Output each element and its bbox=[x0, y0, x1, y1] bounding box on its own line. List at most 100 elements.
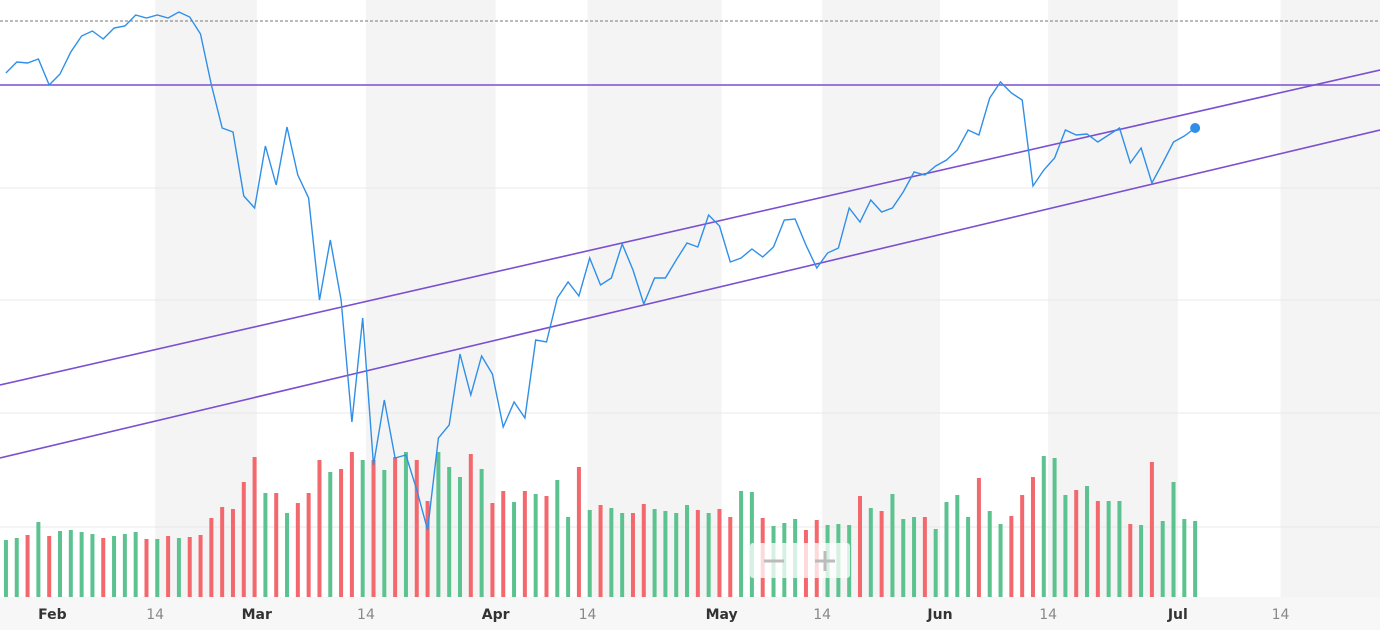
volume-bar bbox=[1052, 458, 1057, 597]
volume-bar bbox=[230, 509, 235, 597]
volume-bar bbox=[598, 505, 603, 597]
volume-bar bbox=[166, 536, 171, 597]
volume-bar bbox=[187, 537, 192, 597]
volume-bar bbox=[241, 482, 246, 597]
volume-bar bbox=[609, 508, 614, 597]
band bbox=[155, 0, 257, 597]
band bbox=[822, 0, 940, 597]
volume-bar bbox=[739, 491, 744, 597]
volume-bar bbox=[620, 513, 625, 597]
volume-bar bbox=[1009, 516, 1014, 597]
volume-bar bbox=[414, 460, 419, 597]
volume-bar bbox=[685, 505, 690, 597]
volume-bar bbox=[68, 530, 73, 597]
volume-bar bbox=[663, 511, 668, 597]
volume-bar bbox=[263, 493, 268, 597]
volume-bar bbox=[1182, 519, 1187, 597]
volume-bar bbox=[425, 501, 430, 597]
volume-bar bbox=[544, 496, 549, 597]
volume-bar bbox=[1139, 525, 1144, 597]
volume-bar bbox=[490, 503, 495, 597]
volume-bar bbox=[252, 457, 257, 597]
volume-bar bbox=[90, 534, 95, 597]
volume-bar bbox=[1160, 521, 1165, 597]
volume-bar bbox=[1041, 456, 1046, 597]
volume-bar bbox=[101, 538, 106, 597]
zoom-controls bbox=[750, 543, 850, 578]
volume-bar bbox=[468, 454, 473, 597]
volume-bar bbox=[912, 517, 917, 597]
volume-bar bbox=[176, 538, 181, 597]
trend-line bbox=[0, 129, 1380, 459]
x-tick-label: 14 bbox=[357, 607, 375, 623]
x-tick-label: Jul bbox=[1167, 607, 1188, 623]
last-point bbox=[1190, 123, 1201, 133]
volume-bar bbox=[728, 517, 733, 597]
volume-bar bbox=[512, 502, 517, 597]
x-tick-label: 14 bbox=[1272, 607, 1290, 623]
volume-bar bbox=[987, 511, 992, 597]
volume-bar bbox=[976, 478, 981, 597]
volume-bar bbox=[576, 467, 581, 597]
volume-bar bbox=[382, 470, 387, 597]
x-tick-label: Jun bbox=[926, 607, 952, 623]
volume-bar bbox=[360, 460, 365, 597]
volume-bar bbox=[209, 518, 214, 597]
volume-bar bbox=[1020, 495, 1025, 597]
volume-bar bbox=[14, 538, 19, 597]
volume-bar bbox=[674, 513, 679, 597]
trend-line bbox=[0, 69, 1380, 386]
volume-bar bbox=[1128, 524, 1133, 597]
volume-bar bbox=[868, 508, 873, 597]
volume-bar bbox=[1095, 501, 1100, 597]
volume-bar bbox=[890, 494, 895, 597]
volume-bar bbox=[198, 535, 203, 597]
x-tick-label: May bbox=[706, 607, 738, 623]
volume-bar bbox=[58, 531, 62, 597]
volume-bar bbox=[966, 517, 971, 597]
x-tick-label: 14 bbox=[813, 607, 831, 623]
x-tick-label: Mar bbox=[242, 607, 272, 623]
volume-bar bbox=[393, 457, 398, 597]
volume-bar bbox=[25, 535, 30, 597]
band bbox=[1048, 0, 1178, 597]
volume-bar bbox=[922, 517, 927, 597]
volume-bar bbox=[447, 467, 452, 597]
volume-bar bbox=[706, 513, 711, 597]
volume-bar bbox=[220, 507, 225, 597]
volume-bar bbox=[1171, 482, 1176, 597]
volume-bar bbox=[858, 496, 862, 597]
volume-bar bbox=[36, 522, 41, 597]
volume-bar bbox=[133, 532, 138, 597]
volume-bar bbox=[295, 503, 300, 597]
band bbox=[1280, 0, 1380, 597]
volume-bar bbox=[1149, 462, 1154, 597]
volume-bar bbox=[112, 536, 117, 597]
price-line bbox=[5, 11, 1196, 531]
volume-bar bbox=[1074, 490, 1079, 597]
volume-bar bbox=[717, 509, 722, 597]
volume-bar bbox=[1193, 521, 1198, 597]
volume-bar bbox=[1030, 477, 1035, 597]
volume-bar bbox=[501, 491, 506, 597]
volume-bar bbox=[47, 536, 52, 597]
x-tick-label: 14 bbox=[1039, 607, 1057, 623]
background bbox=[155, 0, 1380, 597]
volume-bar bbox=[1063, 495, 1068, 597]
volume-bar bbox=[533, 494, 538, 597]
volume-bar bbox=[458, 477, 462, 597]
x-tick-label: 14 bbox=[146, 607, 164, 623]
volume-bar bbox=[285, 513, 290, 597]
volume-bar bbox=[479, 469, 484, 597]
volume-bar bbox=[555, 480, 560, 597]
volume-bar bbox=[944, 502, 949, 597]
volume-bar bbox=[630, 513, 635, 597]
volume-bar bbox=[641, 504, 646, 597]
volume-bar bbox=[955, 495, 960, 597]
volume-bar bbox=[349, 452, 354, 597]
x-axis-area bbox=[0, 597, 1380, 630]
volume-bar bbox=[328, 472, 333, 597]
volume-bar bbox=[879, 511, 884, 597]
volume-bar bbox=[122, 534, 127, 597]
